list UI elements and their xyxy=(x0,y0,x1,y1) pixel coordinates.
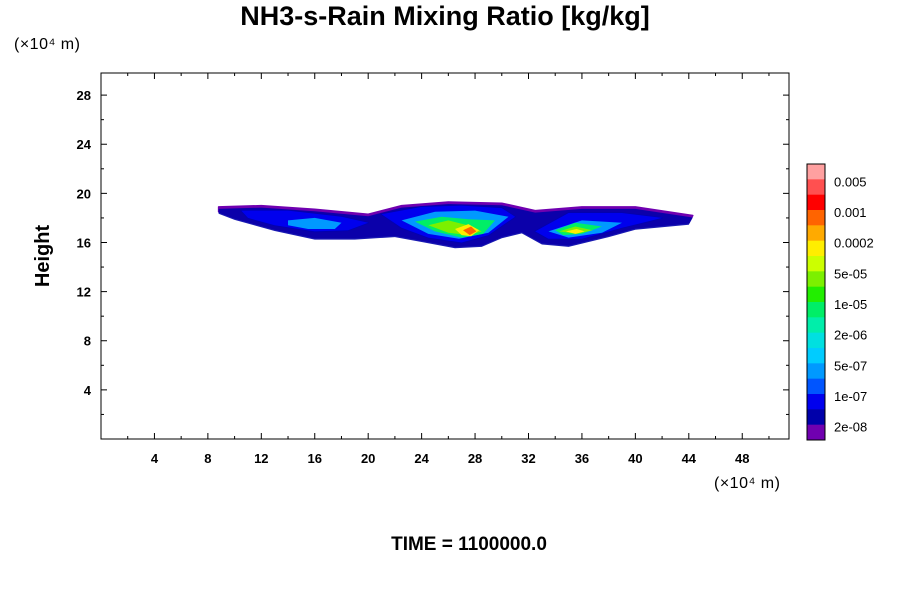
x-tick-label-12: 12 xyxy=(254,451,268,466)
colorbar-swatch-13 xyxy=(807,363,825,380)
chart-title: NH3-s-Rain Mixing Ratio [kg/kg] xyxy=(240,1,650,31)
colorbar-label-3: 5e-05 xyxy=(834,266,867,281)
colorbar-swatch-16 xyxy=(807,409,825,426)
y-tick-label-24: 24 xyxy=(77,137,92,152)
region-orange-top-1 xyxy=(565,229,585,234)
colorbar-label-1: 0.001 xyxy=(834,205,867,220)
colorbar-swatch-3 xyxy=(807,210,825,226)
colorbar-label-8: 2e-08 xyxy=(834,420,867,435)
y-tick-label-12: 12 xyxy=(77,285,91,300)
y-unit-label: (×10⁴ m) xyxy=(14,36,80,53)
x-tick-label-4: 4 xyxy=(151,451,159,466)
colorbar-swatch-11 xyxy=(807,332,825,349)
x-tick-label-36: 36 xyxy=(575,451,589,466)
x-tick-label-28: 28 xyxy=(468,451,482,466)
colorbar-label-5: 2e-06 xyxy=(834,328,867,343)
colorbar-frame xyxy=(806,163,826,441)
colorbar-swatch-15 xyxy=(807,394,825,410)
colorbar-swatch-1 xyxy=(807,179,825,196)
x-tick-label-24: 24 xyxy=(414,451,429,466)
colorbar-swatch-6 xyxy=(807,256,825,272)
colorbar-swatch-0 xyxy=(807,164,825,180)
x-tick-label-20: 20 xyxy=(361,451,375,466)
y-tick-label-8: 8 xyxy=(84,334,91,349)
time-footer: TIME = 1100000.0 xyxy=(391,534,547,555)
x-tick-label-44: 44 xyxy=(682,451,697,466)
colorbar-swatch-4 xyxy=(807,225,825,242)
colorbar-swatch-12 xyxy=(807,348,825,364)
x-tick-label-8: 8 xyxy=(204,451,211,466)
colorbar-swatch-17 xyxy=(807,424,825,441)
x-tick-label-40: 40 xyxy=(628,451,642,466)
y-tick-label-16: 16 xyxy=(77,235,91,250)
region-red-top-0 xyxy=(463,226,477,236)
region-cyan-top-0 xyxy=(288,217,342,229)
colorbar-label-2: 0.0002 xyxy=(834,236,874,251)
colorbar: 0.005 0.001 0.0002 5e-05 1e-05 2e-06 5e-07 1e-0… xyxy=(806,163,874,441)
y-tick-label-28: 28 xyxy=(77,88,91,103)
x-tick-label-48: 48 xyxy=(735,451,749,466)
colorbar-label-0: 0.005 xyxy=(834,174,867,189)
colorbar-swatch-2 xyxy=(807,194,825,211)
y-tick-label-4: 4 xyxy=(84,383,92,398)
colorbar-swatch-5 xyxy=(807,240,825,257)
x-unit-label: (×10⁴ m) xyxy=(714,475,780,492)
plot-frame xyxy=(100,72,790,440)
colorbar-label-4: 1e-05 xyxy=(834,297,867,312)
colorbar-label-6: 5e-07 xyxy=(834,358,867,373)
colorbar-swatch-7 xyxy=(807,271,825,288)
colorbar-label-7: 1e-07 xyxy=(834,389,867,404)
x-tick-label-32: 32 xyxy=(521,451,535,466)
y-tick-label-20: 20 xyxy=(77,186,91,201)
field-regions xyxy=(217,201,694,249)
colorbar-swatch-8 xyxy=(807,286,825,303)
colorbar-swatch-9 xyxy=(807,302,825,318)
colorbar-swatch-10 xyxy=(807,317,825,334)
y-axis-label: Height xyxy=(32,225,54,288)
x-tick-label-16: 16 xyxy=(308,451,322,466)
colorbar-swatch-14 xyxy=(807,378,825,395)
